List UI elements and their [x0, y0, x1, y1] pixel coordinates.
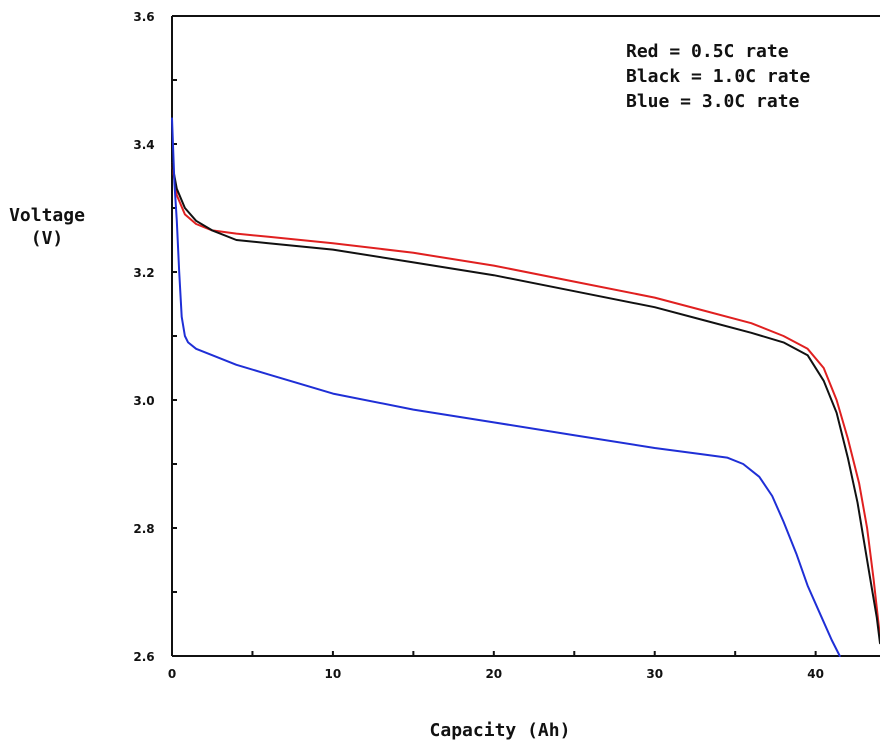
x-tick-label: 40	[807, 667, 824, 681]
y-axis-title-line-2: (V)	[31, 228, 64, 249]
y-tick-label: 3.0	[133, 394, 154, 408]
x-axis-title: Capacity (Ah)	[430, 720, 571, 741]
x-tick-label: 20	[485, 667, 502, 681]
y-tick-label: 2.8	[133, 522, 154, 536]
legend-entry-blue: Blue = 3.0C rate	[626, 91, 800, 112]
series-line-blue	[172, 118, 840, 656]
plot-area	[172, 16, 880, 656]
x-tick-label: 10	[325, 667, 342, 681]
y-tick-label: 3.6	[133, 10, 154, 24]
legend-entry-black: Black = 1.0C rate	[626, 66, 810, 87]
legend: Red = 0.5C rate Black = 1.0C rate Blue =…	[626, 41, 810, 112]
x-tick-label: 30	[646, 667, 663, 681]
x-tick-label: 0	[168, 667, 176, 681]
legend-entry-red: Red = 0.5C rate	[626, 41, 789, 62]
series-line-red	[172, 163, 880, 637]
y-tick-label: 3.2	[133, 266, 154, 280]
series-group	[172, 118, 880, 656]
y-tick-label: 2.6	[133, 650, 154, 664]
series-line-black	[172, 163, 880, 643]
y-tick-label: 3.4	[133, 138, 154, 152]
y-axis-title-line-1: Voltage	[9, 205, 85, 226]
